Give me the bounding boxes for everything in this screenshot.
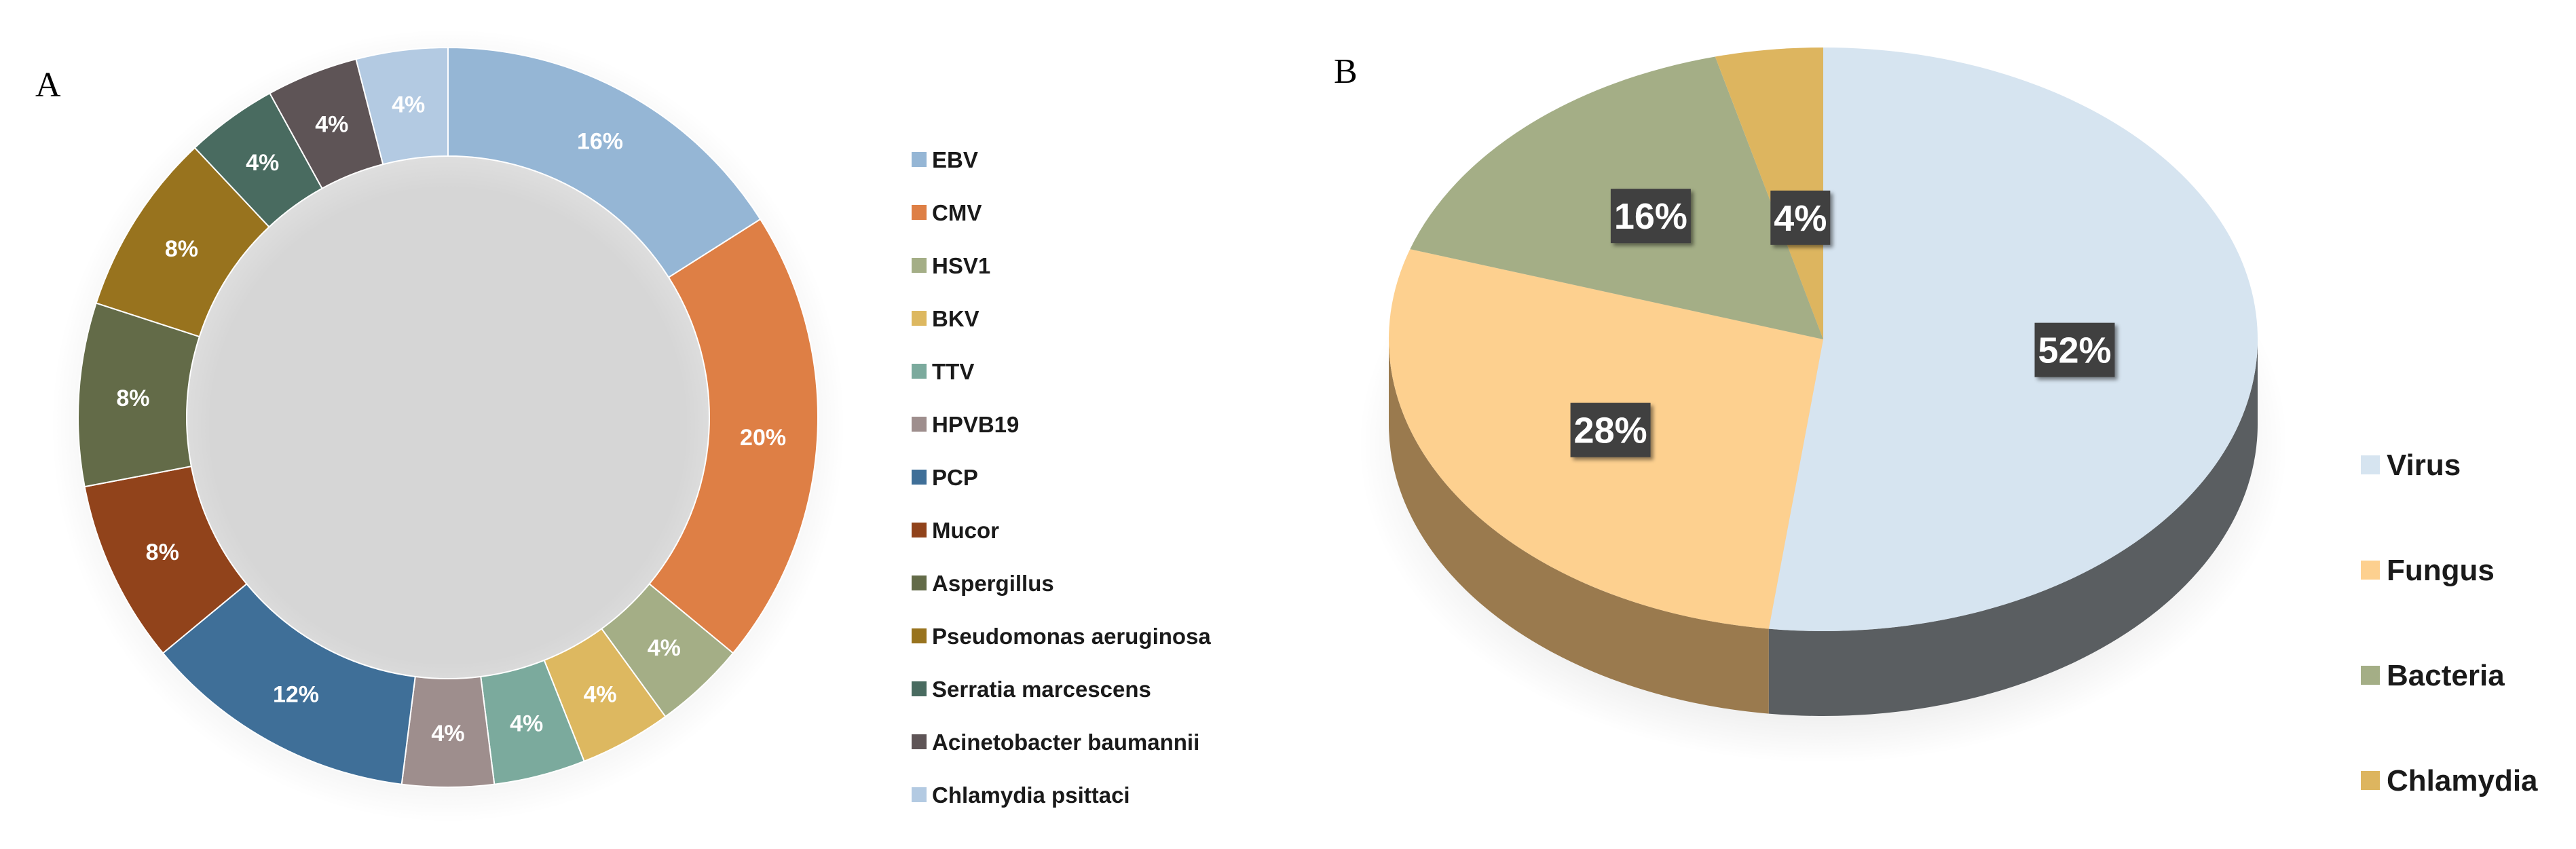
legend-a-label-cmv: CMV bbox=[932, 200, 982, 225]
legend-a-label-acinetobacter-baumannii: Acinetobacter baumannii bbox=[932, 730, 1199, 755]
legend-b-label-fungus: Fungus bbox=[2387, 554, 2495, 587]
pie-label-text: 4% bbox=[1774, 198, 1827, 239]
donut-chart bbox=[77, 46, 819, 788]
legend-a-swatch-chlamydia-psittaci bbox=[912, 787, 927, 802]
legend-a-swatch-aspergillus bbox=[912, 576, 927, 590]
donut-slice-ebv bbox=[447, 46, 762, 279]
pie-side-fungus bbox=[1389, 339, 1769, 714]
pie-chart bbox=[1388, 48, 2258, 631]
legend-a-swatch-cmv bbox=[912, 205, 927, 220]
legend-a-label-chlamydia-psittaci: Chlamydia psittaci bbox=[932, 782, 1130, 808]
donut-label-bkv: 4% bbox=[583, 681, 616, 707]
legend-a-swatch-bkv bbox=[912, 311, 927, 326]
legend-b-label-bacteria: Bacteria bbox=[2387, 659, 2505, 692]
pie-label-text: 52% bbox=[2038, 331, 2111, 371]
legend-b-swatch-virus bbox=[2361, 455, 2380, 474]
legend-a-label-pcp: PCP bbox=[932, 465, 978, 490]
donut-slice-chlamydia-psittaci bbox=[355, 46, 449, 166]
pie-side bbox=[1389, 339, 2258, 717]
pie-label-box bbox=[2034, 322, 2115, 377]
donut-label-hpvb19: 4% bbox=[431, 721, 464, 747]
donut-label-ttv: 4% bbox=[510, 711, 543, 736]
legend-a-swatch-ttv bbox=[912, 364, 927, 379]
pie-side-virus bbox=[1768, 339, 2258, 717]
pie-label-box bbox=[1610, 189, 1691, 244]
donut-label-cmv: 20% bbox=[740, 425, 786, 451]
donut-slice-cmv bbox=[648, 218, 819, 654]
legend-b-label-chlamydia: Chlamydia bbox=[2387, 764, 2538, 797]
legend-a-swatch-acinetobacter-baumannii bbox=[912, 734, 927, 749]
donut-label-pcp: 12% bbox=[273, 681, 319, 707]
legend-a-label-serratia-marcescens: Serratia marcescens bbox=[932, 677, 1151, 702]
legend-b-swatch-bacteria bbox=[2361, 666, 2380, 685]
donut-labels: 16% 20% 4% 4% 4% 4% 12% 8% 8% 8% 4% 4% 4% bbox=[116, 92, 786, 747]
donut-label-hsv1: 4% bbox=[648, 635, 681, 661]
legend-a: EBV CMV HSV1 BKV TTV HPVB19 PCP Mucor Aspergillu… bbox=[912, 147, 1211, 808]
donut-label-acinetobacter-baumannii: 4% bbox=[315, 112, 348, 138]
legend-b-swatch-fungus bbox=[2361, 561, 2380, 580]
panel-letter-a: A bbox=[35, 66, 61, 105]
legend-a-label-ebv: EBV bbox=[932, 147, 978, 172]
legend-a-label-aspergillus: Aspergillus bbox=[932, 571, 1054, 596]
pie-label-text: 28% bbox=[1574, 411, 1647, 451]
pie-slice-virus bbox=[1768, 48, 2258, 631]
legend-a-label-hpvb19: HPVB19 bbox=[932, 412, 1019, 437]
donut-label-aspergillus: 8% bbox=[116, 385, 149, 411]
pie-label-virus: 52% bbox=[2034, 322, 2115, 377]
pie-label-fungus: 28% bbox=[1570, 402, 1651, 457]
pie-label-chlamydia: 4% bbox=[1770, 190, 1831, 245]
panel-letter-b: B bbox=[1334, 52, 1358, 91]
donut-label-ebv: 16% bbox=[577, 129, 623, 155]
legend-b-swatch-chlamydia bbox=[2361, 771, 2380, 790]
donut-label-serratia-marcescens: 4% bbox=[246, 150, 279, 176]
pie-label-bacteria: 16% bbox=[1610, 189, 1691, 244]
legend-a-swatch-pcp bbox=[912, 470, 927, 485]
legend-a-swatch-mucor bbox=[912, 523, 927, 537]
pie-label-box bbox=[1570, 402, 1651, 457]
legend-a-swatch-pseudomonas-aeruginosa bbox=[912, 628, 927, 643]
donut-label-mucor: 8% bbox=[146, 540, 179, 565]
donut-label-pseudomonas-aeruginosa: 8% bbox=[165, 236, 198, 262]
legend-a-swatch-serratia-marcescens bbox=[912, 681, 927, 696]
legend-a-swatch-hsv1 bbox=[912, 258, 927, 273]
pie-slice-chlamydia bbox=[1715, 48, 1823, 339]
legend-a-swatch-ebv bbox=[912, 152, 927, 167]
legend-a-label-ttv: TTV bbox=[932, 359, 974, 384]
legend-a-label-mucor: Mucor bbox=[932, 518, 999, 543]
pie-labels: 52% 28% 16% 4% bbox=[1570, 189, 2115, 457]
legend-a-label-bkv: BKV bbox=[932, 306, 979, 331]
legend-a-label-hsv1: HSV1 bbox=[932, 253, 990, 278]
legend-a-label-pseudomonas-aeruginosa: Pseudomonas aeruginosa bbox=[932, 624, 1211, 649]
legend-b-label-virus: Virus bbox=[2387, 449, 2461, 482]
pie-label-text: 16% bbox=[1614, 196, 1687, 237]
pie-label-box bbox=[1770, 190, 1831, 245]
legend-a-swatch-hpvb19 bbox=[912, 417, 927, 432]
donut-label-chlamydia-psittaci: 4% bbox=[392, 92, 425, 118]
legend-b: Virus Fungus Bacteria Chlamydia bbox=[2361, 449, 2538, 797]
